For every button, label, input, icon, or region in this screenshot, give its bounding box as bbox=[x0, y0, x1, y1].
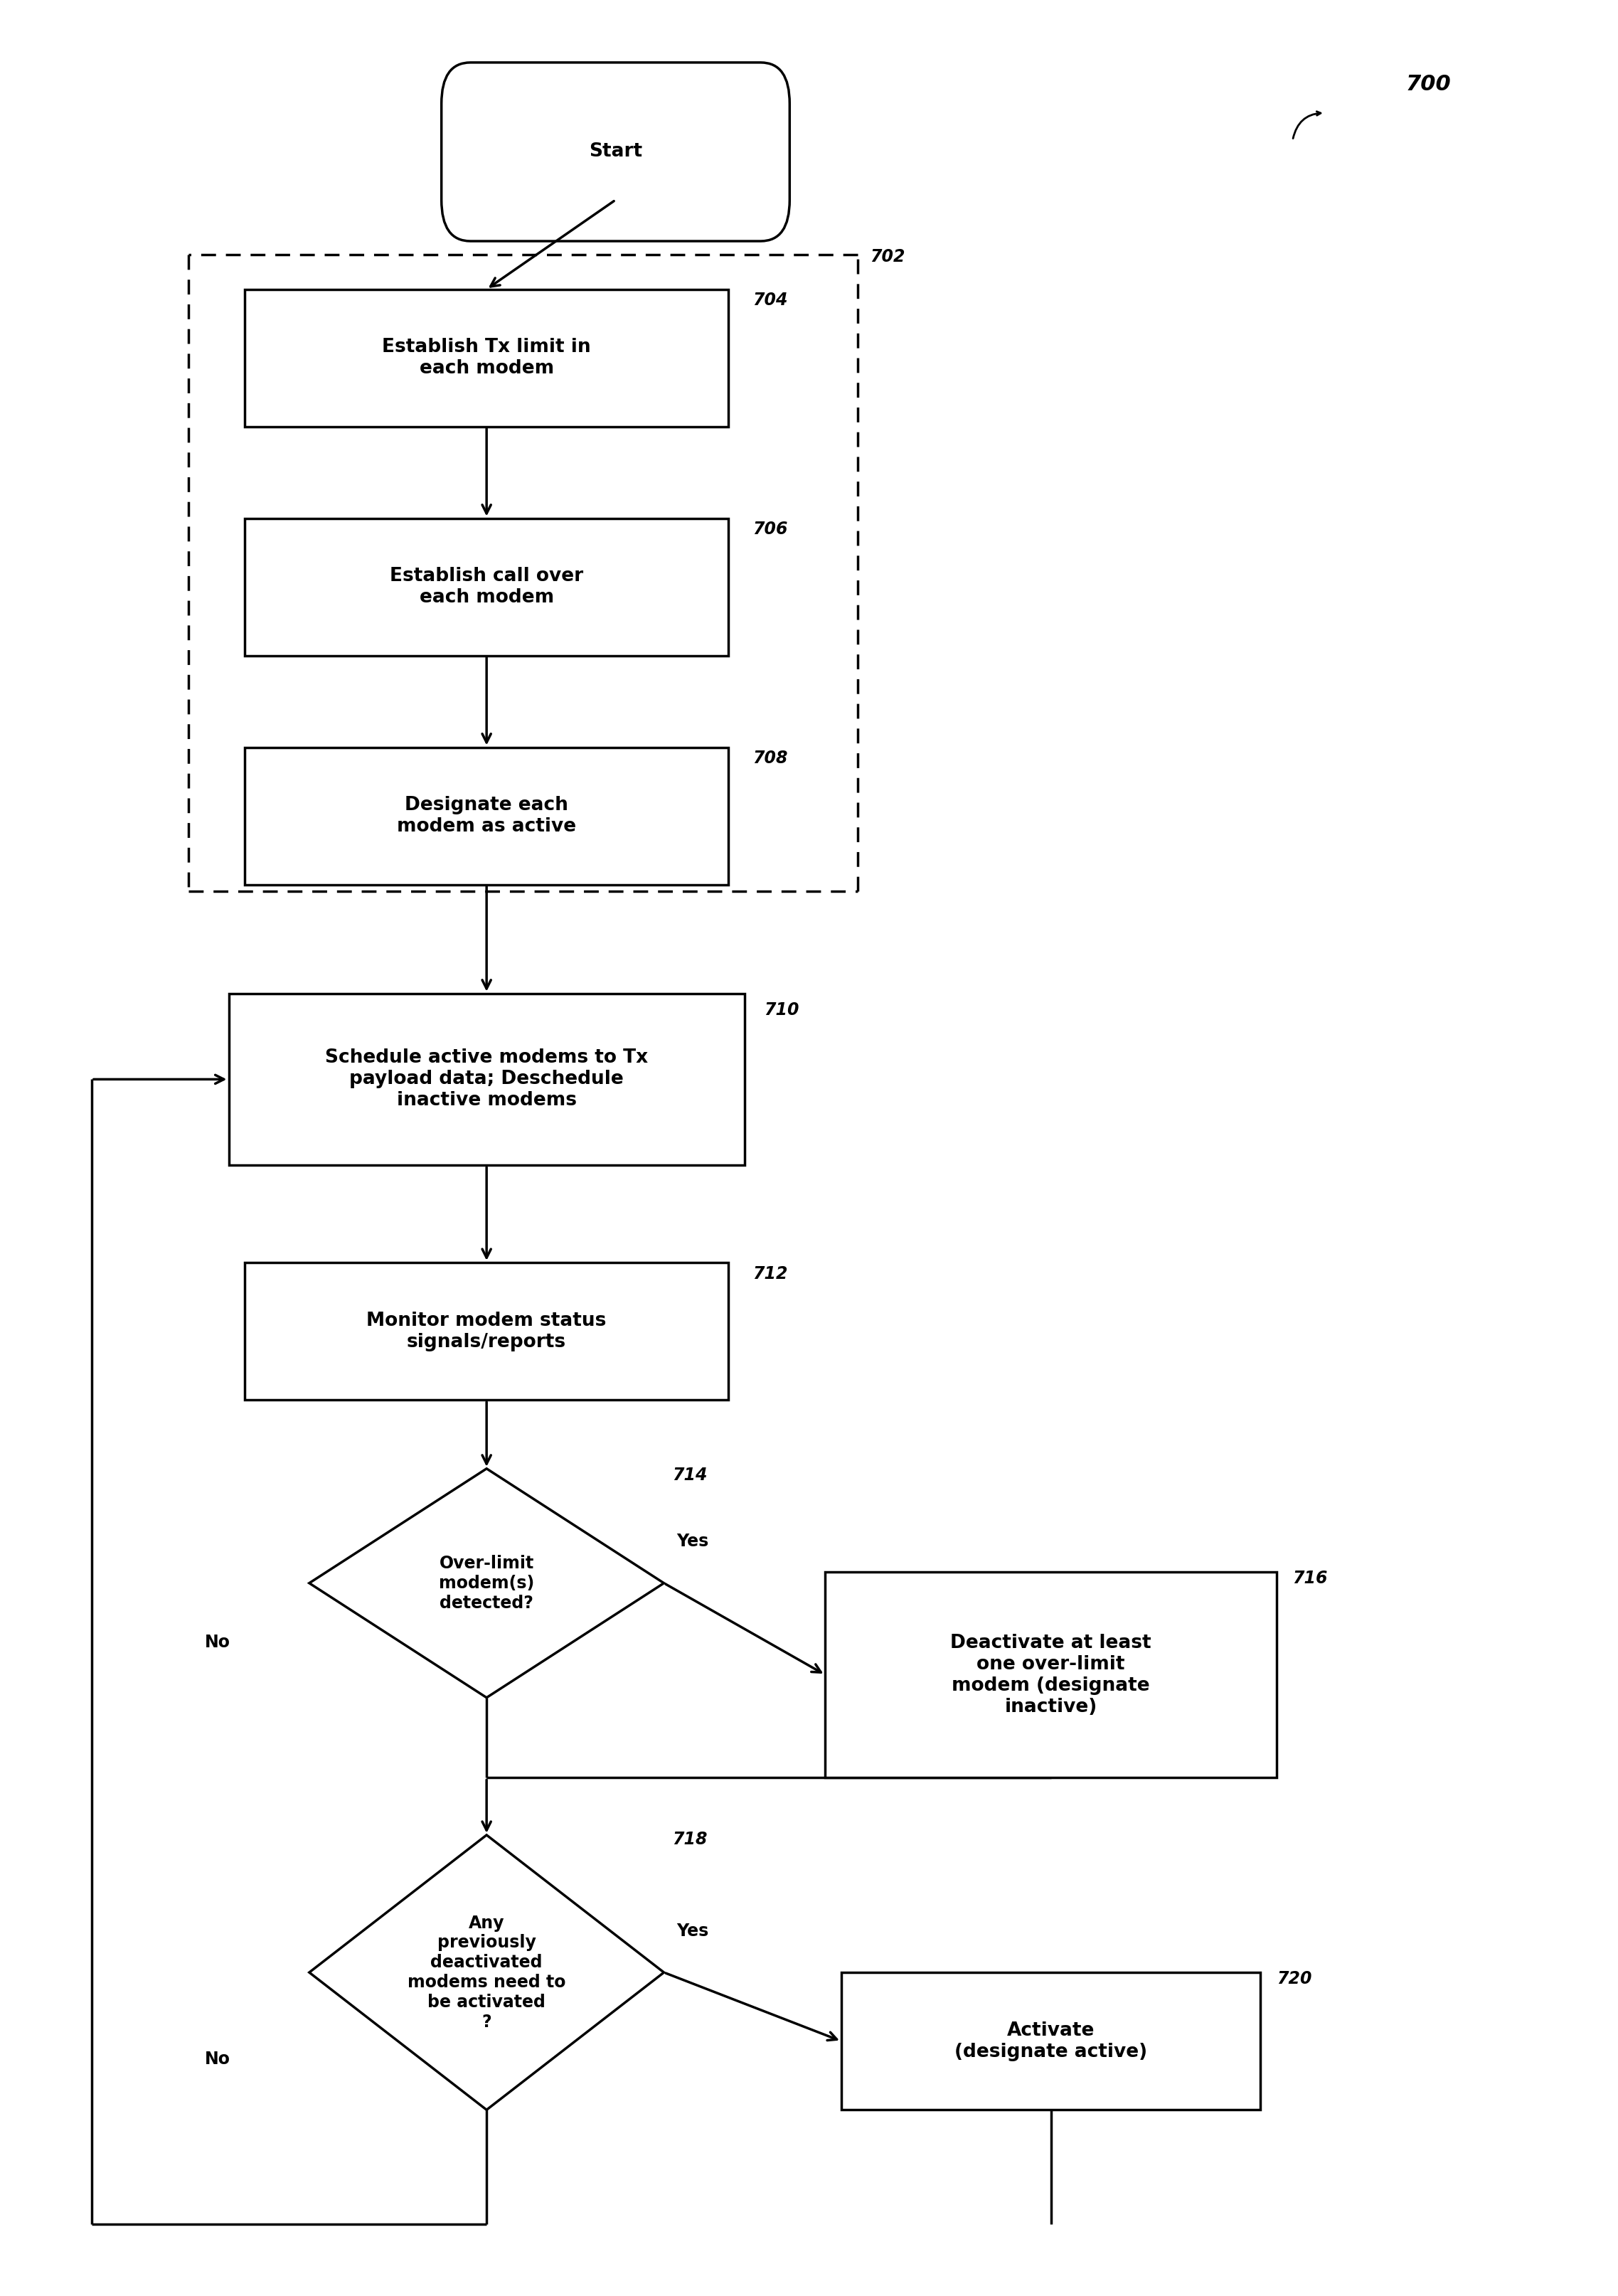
Text: Deactivate at least
one over-limit
modem (designate
inactive): Deactivate at least one over-limit modem… bbox=[950, 1632, 1152, 1715]
Text: Schedule active modems to Tx
payload data; Deschedule
inactive modems: Schedule active modems to Tx payload dat… bbox=[325, 1049, 649, 1109]
Bar bbox=[244, 746, 728, 884]
Text: Any
previously
deactivated
modems need to
be activated
?: Any previously deactivated modems need t… bbox=[408, 1915, 566, 2030]
Bar bbox=[244, 519, 728, 657]
Text: 710: 710 bbox=[764, 1001, 799, 1019]
Text: 716: 716 bbox=[1293, 1570, 1328, 1587]
Bar bbox=[841, 1972, 1260, 2110]
Text: 702: 702 bbox=[870, 248, 906, 266]
Text: 712: 712 bbox=[752, 1265, 788, 1281]
Polygon shape bbox=[309, 1469, 663, 1697]
Text: Over-limit
modem(s)
detected?: Over-limit modem(s) detected? bbox=[438, 1554, 534, 1612]
Text: Activate
(designate active): Activate (designate active) bbox=[955, 2020, 1147, 2062]
Text: 708: 708 bbox=[752, 751, 788, 767]
Text: Yes: Yes bbox=[676, 1922, 709, 1940]
Text: Monitor modem status
signals/reports: Monitor modem status signals/reports bbox=[367, 1311, 607, 1350]
Text: Establish Tx limit in
each modem: Establish Tx limit in each modem bbox=[382, 338, 591, 379]
Text: 714: 714 bbox=[671, 1467, 707, 1483]
Text: No: No bbox=[204, 2050, 230, 2069]
Bar bbox=[825, 1573, 1277, 1777]
Text: 720: 720 bbox=[1277, 1970, 1312, 1988]
Text: Yes: Yes bbox=[676, 1534, 709, 1550]
Bar bbox=[244, 289, 728, 427]
Bar bbox=[228, 994, 744, 1164]
Text: Start: Start bbox=[589, 142, 642, 161]
Text: 706: 706 bbox=[752, 521, 788, 537]
Text: No: No bbox=[204, 1635, 230, 1651]
Bar bbox=[244, 1263, 728, 1401]
Text: 700: 700 bbox=[1406, 73, 1451, 94]
Text: Designate each
modem as active: Designate each modem as active bbox=[396, 797, 576, 836]
Text: Establish call over
each modem: Establish call over each modem bbox=[390, 567, 584, 606]
FancyBboxPatch shape bbox=[442, 62, 790, 241]
Text: 718: 718 bbox=[671, 1830, 707, 1848]
Text: 704: 704 bbox=[752, 292, 788, 308]
Polygon shape bbox=[309, 1835, 663, 2110]
